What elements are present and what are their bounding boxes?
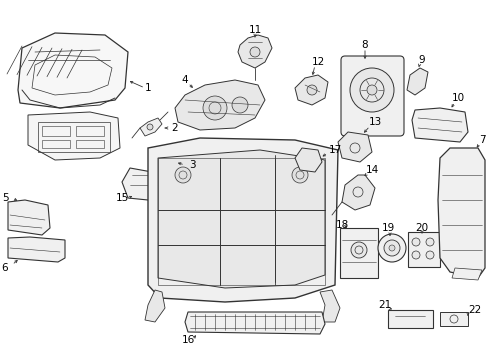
Polygon shape (140, 118, 162, 136)
Circle shape (250, 47, 260, 57)
Bar (158, 245, 220, 285)
Text: 17: 17 (328, 145, 342, 155)
Text: 15: 15 (115, 193, 129, 203)
Text: 18: 18 (335, 220, 348, 230)
Bar (220, 245, 275, 285)
Circle shape (307, 85, 317, 95)
Circle shape (412, 238, 420, 246)
Polygon shape (145, 290, 165, 322)
Polygon shape (175, 80, 265, 130)
Bar (340, 228, 378, 278)
Bar (76, 126, 104, 136)
Text: 19: 19 (381, 223, 394, 233)
Bar (158, 158, 220, 210)
Polygon shape (122, 168, 158, 200)
Bar (220, 210, 275, 245)
Polygon shape (438, 148, 485, 278)
Text: 16: 16 (181, 335, 195, 345)
Circle shape (426, 251, 434, 259)
Bar (388, 310, 433, 328)
Text: 6: 6 (1, 263, 8, 273)
Text: 2: 2 (172, 123, 178, 133)
Polygon shape (412, 108, 468, 142)
Circle shape (412, 251, 420, 259)
Circle shape (232, 97, 248, 113)
Bar (275, 158, 325, 210)
Circle shape (147, 124, 153, 130)
FancyBboxPatch shape (341, 56, 404, 136)
Text: 21: 21 (378, 300, 392, 310)
Text: 14: 14 (366, 165, 379, 175)
Text: 1: 1 (145, 83, 151, 93)
Circle shape (203, 96, 227, 120)
Text: 20: 20 (416, 223, 429, 233)
Bar (408, 232, 440, 267)
Text: 11: 11 (248, 25, 262, 35)
Polygon shape (295, 148, 322, 172)
Bar (42, 140, 70, 148)
Polygon shape (185, 312, 325, 334)
Polygon shape (238, 35, 272, 68)
Circle shape (367, 85, 377, 95)
Polygon shape (18, 33, 128, 108)
Bar (275, 245, 325, 285)
Polygon shape (320, 290, 340, 322)
Circle shape (350, 68, 394, 112)
Polygon shape (342, 175, 375, 210)
Text: 3: 3 (189, 160, 196, 170)
Circle shape (175, 167, 191, 183)
Polygon shape (295, 75, 328, 105)
Circle shape (384, 240, 400, 256)
Polygon shape (8, 200, 50, 235)
Text: 4: 4 (182, 75, 188, 85)
Polygon shape (148, 138, 338, 302)
Polygon shape (8, 237, 65, 262)
Text: 7: 7 (479, 135, 485, 145)
Bar (38, 122, 110, 152)
Text: 22: 22 (468, 305, 482, 315)
Circle shape (389, 245, 395, 251)
Text: 8: 8 (362, 40, 368, 50)
Text: 13: 13 (368, 117, 382, 127)
Text: 9: 9 (418, 55, 425, 65)
Circle shape (351, 242, 367, 258)
Text: 10: 10 (451, 93, 465, 103)
Polygon shape (28, 112, 120, 160)
Circle shape (426, 238, 434, 246)
Bar (220, 158, 275, 210)
Text: 5: 5 (1, 193, 8, 203)
Circle shape (378, 234, 406, 262)
Polygon shape (407, 68, 428, 95)
Bar (42, 126, 70, 136)
Polygon shape (452, 268, 482, 280)
Bar (275, 210, 325, 245)
Bar (76, 140, 104, 148)
Polygon shape (338, 132, 372, 162)
Text: 12: 12 (311, 57, 324, 67)
Bar (440, 312, 468, 326)
Polygon shape (158, 150, 325, 288)
Circle shape (292, 167, 308, 183)
Bar (158, 210, 220, 245)
